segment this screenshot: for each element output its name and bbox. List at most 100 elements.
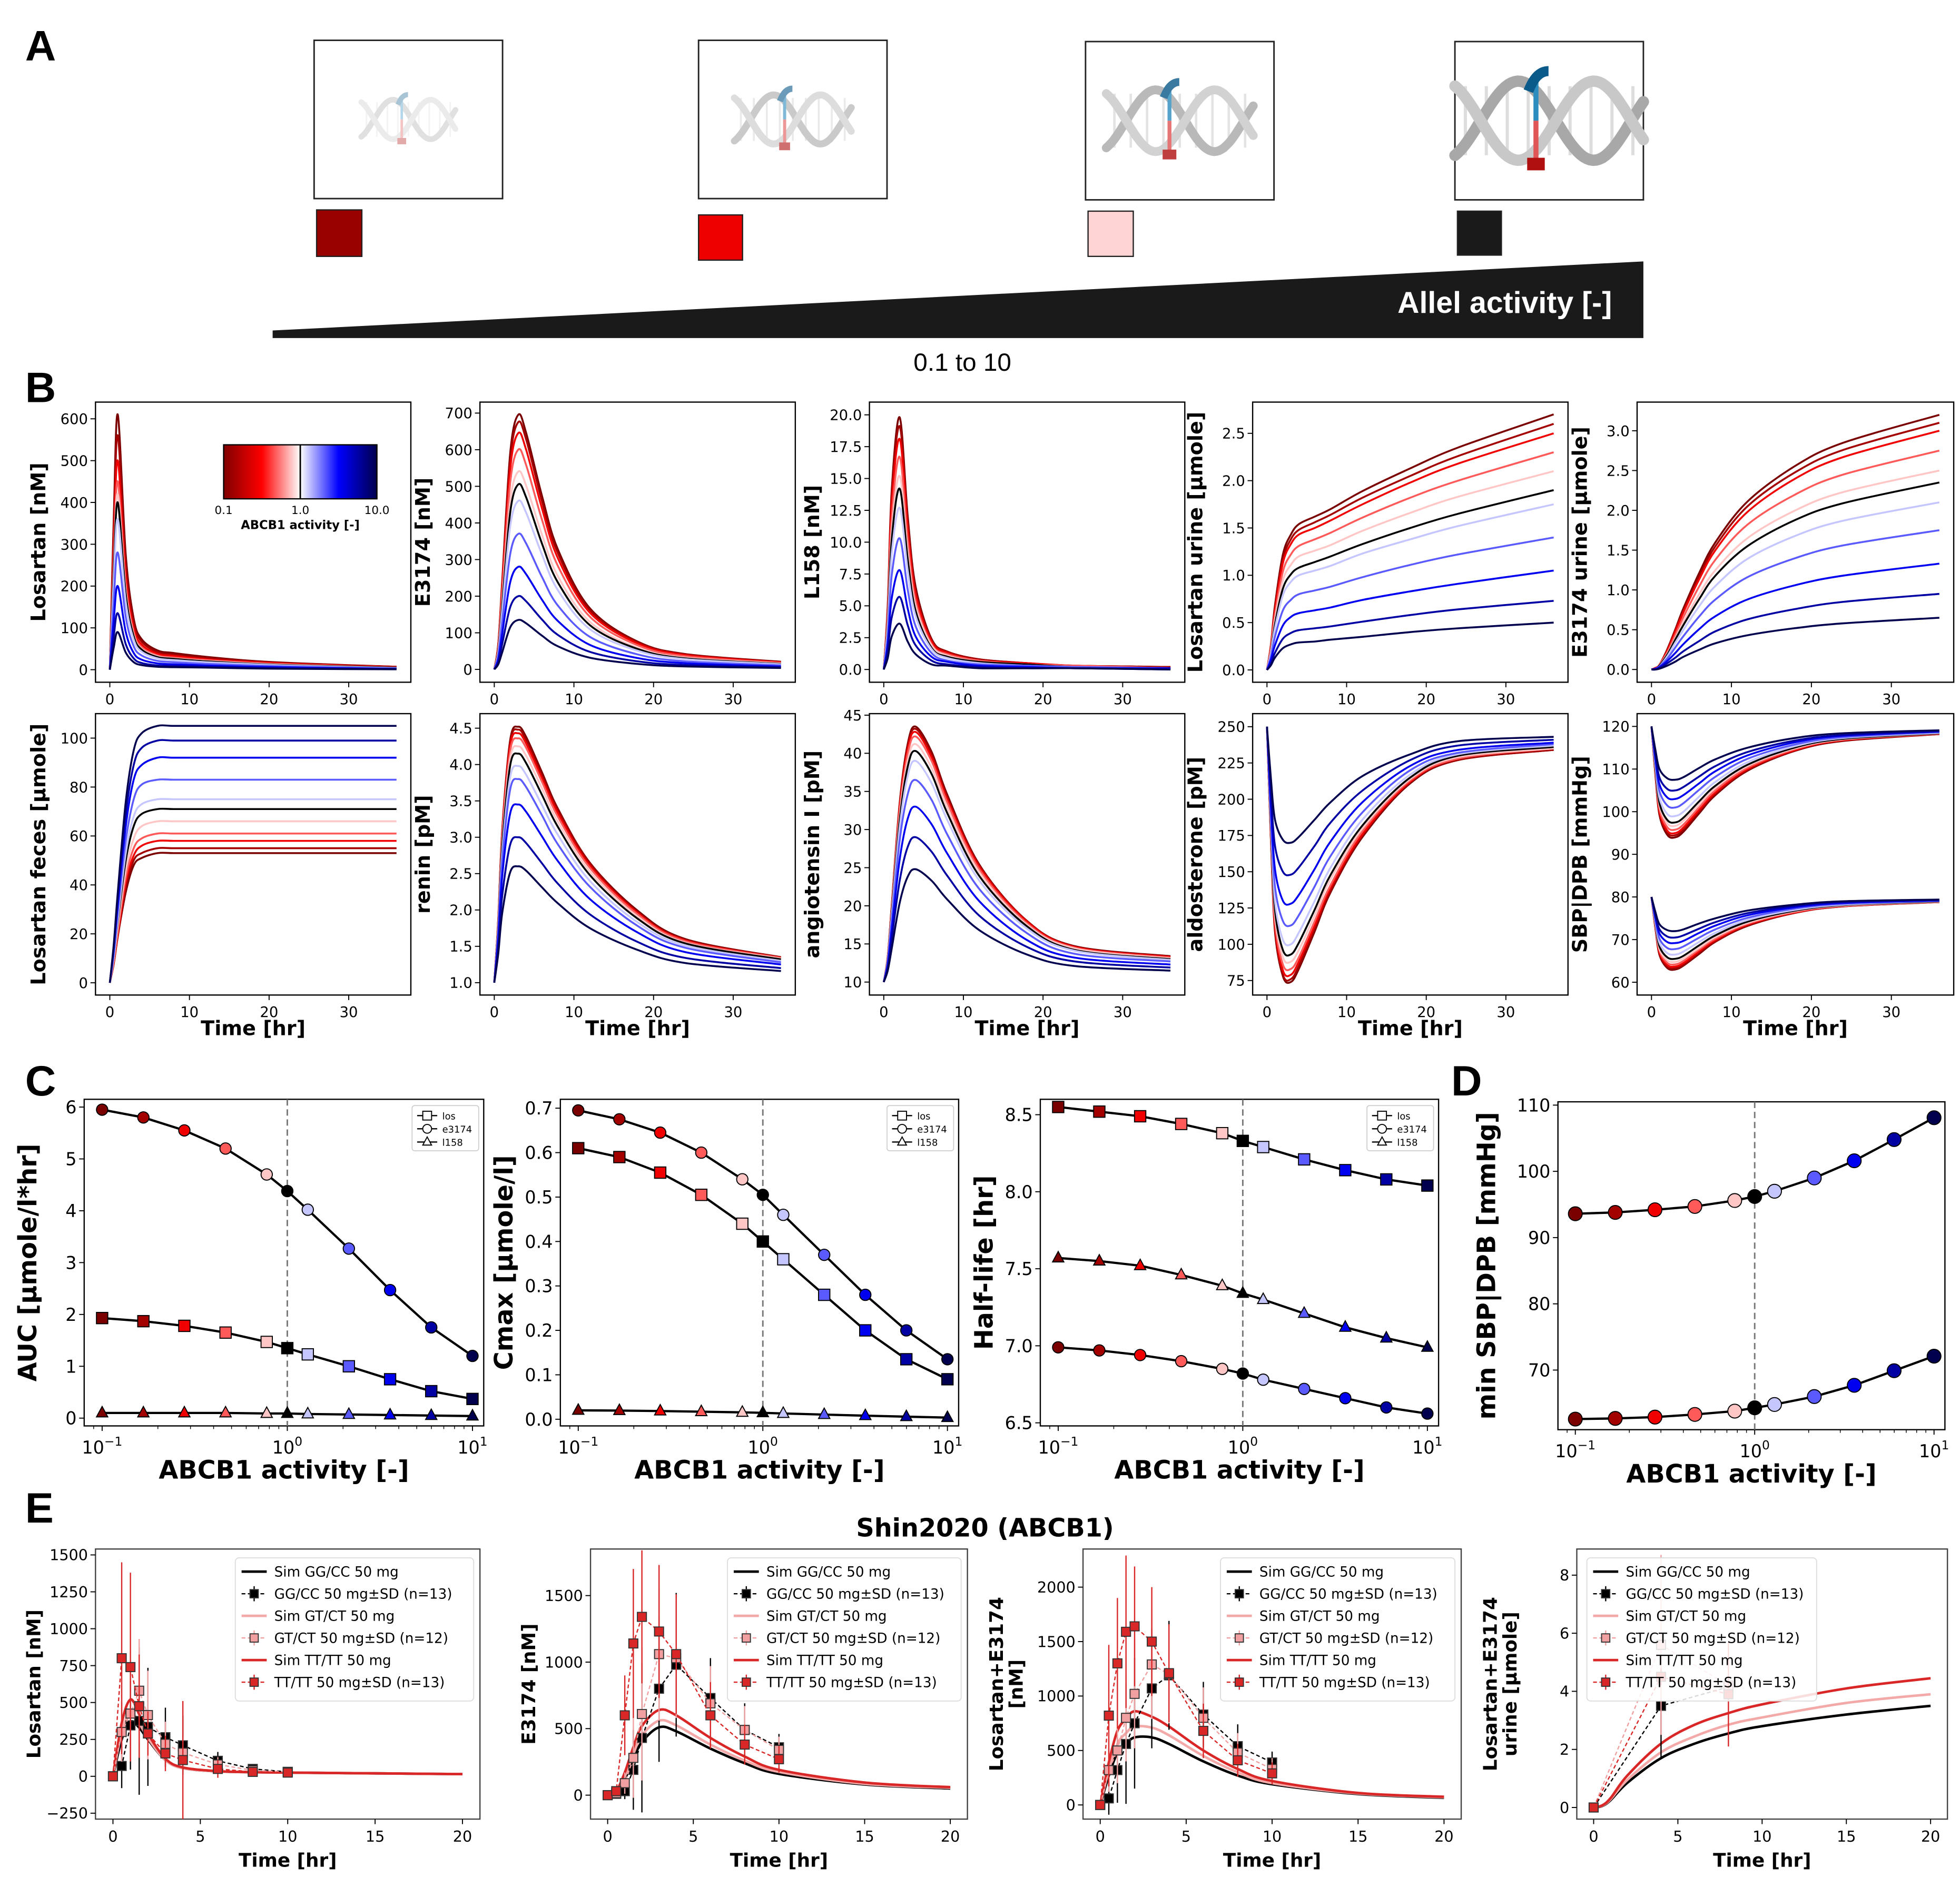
legend-marker (422, 1111, 432, 1121)
colorbar-tick: 0.1 (215, 504, 233, 517)
y-tick-label: 125 (1217, 901, 1245, 917)
tick-exponent: 1 (1435, 1434, 1443, 1449)
colorbar-tick: 10.0 (365, 504, 390, 517)
series-line-activity-5.99 (493, 836, 781, 983)
legend-entry: GG/CC 50 mg±SD (n=13) (274, 1587, 452, 1603)
data-point (1747, 1400, 1762, 1416)
panel-label-e: E (25, 1485, 54, 1532)
data-point (96, 1312, 109, 1325)
data-point (1129, 1688, 1140, 1699)
legend-entry: GT/CT 50 mg±SD (n=12) (1259, 1631, 1433, 1647)
data-point (613, 1151, 626, 1163)
y-axis-label: Half-life [hr] (970, 1175, 999, 1350)
data-point (619, 1710, 630, 1721)
y-tick-label: 100 (1602, 804, 1629, 821)
plot-content (109, 724, 397, 983)
y-axis-label: Losartan urine [µmole] (1184, 412, 1207, 673)
data-point (859, 1408, 872, 1420)
legend-marker (897, 1111, 907, 1121)
data-point (818, 1407, 831, 1419)
data-point (466, 1408, 479, 1421)
y-axis-label: Losartan+E3174 (986, 1597, 1008, 1771)
observed-series (107, 1562, 293, 1820)
allele-color-swatch (698, 214, 743, 261)
y-tick-label: 2.0 (449, 903, 472, 919)
genotype-frame (313, 39, 504, 200)
y-tick-label: 15 (843, 936, 862, 953)
y-tick-label: 400 (61, 495, 88, 511)
data-point (178, 1124, 191, 1137)
legend-entry: Sim TT/TT 50 mg (1259, 1653, 1376, 1669)
y-tick-label: 225 (1217, 756, 1245, 772)
y-tick-label: 4.5 (449, 721, 472, 737)
data-point (1112, 1658, 1122, 1668)
y-tick-label: 600 (445, 442, 472, 459)
panel-label-a: A (25, 23, 56, 70)
series-line-activity-10 (109, 631, 397, 670)
observed-series (603, 1550, 784, 1801)
tick-exponent: −1 (1578, 1438, 1595, 1453)
y-tick-label: 15.0 (830, 471, 862, 487)
legend-entry: l158 (917, 1138, 938, 1149)
y-tick-label: 0 (1560, 1799, 1569, 1816)
activity-wedge (272, 261, 1643, 338)
x-tick-label: 20 (644, 691, 663, 708)
series-line-activity-3.59-sbp (1650, 726, 1939, 801)
y-tick-label: 400 (445, 516, 472, 532)
plot-content (493, 413, 781, 670)
data-point (1093, 1105, 1106, 1118)
legend-entry: Sim GT/CT 50 mg (1626, 1609, 1747, 1625)
x-axis-label: Time [hr] (239, 1850, 337, 1872)
y-tick-label: 1000 (545, 1653, 583, 1671)
y-tick-label: 500 (445, 479, 472, 495)
data-point (613, 1113, 626, 1125)
y-tick-label: 3.5 (449, 794, 472, 810)
y-tick-label: 1000 (50, 1620, 88, 1638)
data-point (1134, 1349, 1147, 1361)
legend-entry: Sim GG/CC 50 mg (1259, 1565, 1384, 1580)
series-line-activity-10 (109, 724, 397, 983)
y-tick-label: 1.0 (1607, 582, 1630, 599)
x-tick-label: 10 (770, 1827, 789, 1845)
x-tick-label: 101 (457, 1434, 487, 1458)
data-point (671, 1649, 682, 1659)
plot-area (1557, 1101, 1946, 1430)
data-point (941, 1410, 954, 1422)
x-tick-label: 20 (1034, 1004, 1052, 1021)
y-axis-label: Losartan [nM] (23, 1609, 45, 1759)
y-tick-label: 0 (78, 1767, 88, 1785)
series-line-activity-2.15 (493, 532, 781, 670)
y-tick-label: 12.5 (830, 503, 862, 519)
y-tick-label: 250 (1217, 719, 1245, 736)
y-tick-label: 6 (65, 1097, 76, 1118)
legend-marker (1234, 1677, 1244, 1687)
legend: Sim GG/CC 50 mg GG/CC 50 mg±SD (n=13) Sim … (727, 1557, 962, 1702)
y-tick-label: 300 (61, 537, 88, 553)
x-tick-label: 101 (932, 1434, 962, 1458)
dna-helix-icon (1449, 66, 1649, 171)
tick-exponent: −1 (580, 1434, 598, 1449)
colorbar-label: ABCB1 activity [-] (241, 518, 360, 532)
plot-area (869, 713, 1186, 996)
data-point (219, 1326, 232, 1339)
y-tick-label: 750 (59, 1657, 88, 1675)
data-point (619, 1778, 630, 1789)
y-tick-label: 17.5 (830, 439, 862, 456)
data-point (301, 1348, 314, 1361)
data-point (178, 1405, 191, 1418)
series-line-activity-2.15 (883, 537, 1171, 670)
data-point (1926, 1110, 1942, 1125)
legend-marker (1234, 1589, 1244, 1598)
y-tick-label: 100 (1217, 937, 1245, 953)
data-point (1236, 1367, 1249, 1380)
data-point (941, 1373, 954, 1386)
y-tick-label: 1500 (545, 1587, 583, 1605)
legend-entry: GG/CC 50 mg±SD (n=13) (766, 1587, 944, 1603)
y-tick-label: 1.0 (449, 975, 472, 992)
abcb1-colorbar: 0.1 1.0 10.0 ABCB1 activity [-] (215, 444, 390, 532)
data-point (383, 1373, 397, 1386)
data-point (1267, 1768, 1277, 1779)
data-point (260, 1168, 273, 1181)
x-tick-label: 30 (724, 1004, 742, 1021)
